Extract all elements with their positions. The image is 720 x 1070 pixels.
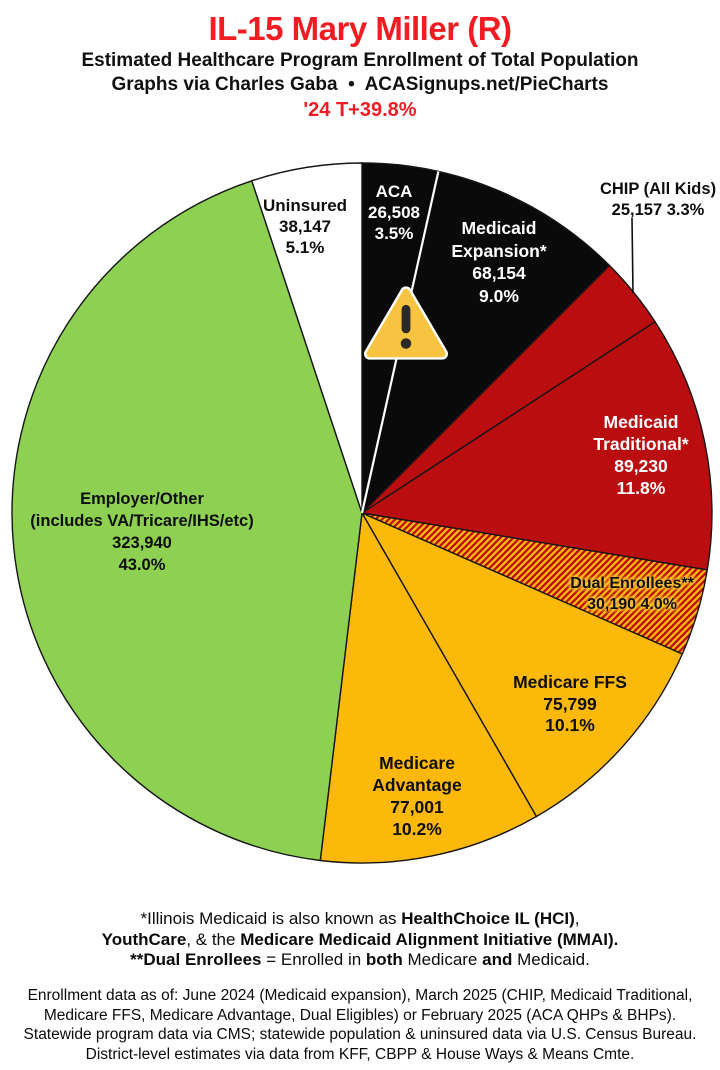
slice-label-chip: CHIP (All Kids) 25,157 3.3% bbox=[600, 179, 716, 221]
label-line: 43.0% bbox=[118, 556, 166, 574]
label-line: 10.1% bbox=[545, 715, 595, 735]
note-segment: both bbox=[365, 950, 403, 969]
label-line: 26,508 bbox=[368, 203, 420, 222]
note-segment: , bbox=[574, 909, 580, 928]
source-line: Enrollment data as of: June 2024 (Medica… bbox=[27, 987, 693, 1004]
footnote-line: YouthCare, & the Medicare Medicaid Align… bbox=[0, 930, 720, 951]
label-line: 89,230 bbox=[614, 456, 668, 476]
label-line: 25,157 3.3% bbox=[611, 201, 705, 219]
pie-slice-employer-other bbox=[11, 179, 363, 862]
credit-line: Graphs via Charles Gaba • ACASignups.net… bbox=[111, 74, 609, 95]
note-segment: YouthCare bbox=[101, 929, 187, 949]
pie-slice-medicaid-traditional bbox=[360, 320, 713, 571]
label-line: 11.8% bbox=[616, 478, 666, 498]
label-line: 323,940 bbox=[112, 534, 172, 552]
exclamation-dot bbox=[400, 338, 412, 349]
page-title: IL-15 Mary Miller (R) bbox=[208, 10, 512, 47]
pie-chart bbox=[11, 162, 713, 864]
note-segment: , & the bbox=[186, 929, 241, 949]
footnotes-block: *Illinois Medicaid is also known as Heal… bbox=[0, 909, 720, 971]
label-line: (includes VA/Tricare/IHS/etc) bbox=[30, 512, 254, 530]
label-line: Medicare FFS bbox=[513, 672, 627, 692]
note-segment: Medicaid. bbox=[512, 950, 590, 969]
pie-slice-medicaid-expansion bbox=[360, 170, 611, 516]
label-line: Medicare bbox=[379, 753, 455, 773]
source-line: Medicare FFS, Medicare Advantage, Dual E… bbox=[43, 1006, 677, 1024]
pie-slice-uninsured bbox=[250, 162, 363, 514]
note-segment: **Dual Enrollees bbox=[130, 950, 262, 969]
subtitle: Estimated Healthcare Program Enrollment … bbox=[81, 50, 639, 71]
label-line: 68,154 bbox=[472, 263, 526, 283]
label-line: Medicaid bbox=[461, 218, 537, 238]
pie-slice-medicare-advantage bbox=[319, 510, 538, 864]
note-segment: and bbox=[482, 950, 513, 969]
slice-label-medicare-ffs: Medicare FFS 75,799 10.1% bbox=[513, 672, 627, 737]
label-line: 3.5% bbox=[374, 224, 414, 243]
source-line: District-level estimates via data from K… bbox=[85, 1045, 635, 1063]
label-line: Uninsured bbox=[262, 196, 348, 215]
slice-label-medicaid-expansion: Medicaid Expansion* 68,154 9.0% bbox=[451, 217, 546, 307]
label-line: Traditional* bbox=[593, 434, 689, 454]
label-line: CHIP (All Kids) bbox=[599, 180, 717, 198]
note-segment: *Illinois Medicaid is also known as bbox=[140, 909, 402, 928]
label-line: 77,001 bbox=[390, 797, 444, 817]
note-segment: Medicare Medicaid Alignment Initiative (… bbox=[240, 929, 619, 949]
election-margin-note: '24 T+39.8% bbox=[303, 99, 417, 121]
label-line: Expansion* bbox=[451, 240, 547, 261]
label-line: 10.2% bbox=[392, 819, 442, 839]
footnote-line: *Illinois Medicaid is also known as Heal… bbox=[0, 909, 720, 930]
slice-label-aca: ACA 26,508 3.5% bbox=[368, 181, 420, 244]
label-line: Dual Enrollees** bbox=[570, 575, 694, 592]
slice-label-medicare-advantage: Medicare Advantage 77,001 10.2% bbox=[372, 752, 461, 840]
label-line: 38,147 bbox=[279, 217, 331, 236]
label-line: ACA bbox=[375, 182, 413, 201]
footnote-line: **Dual Enrollees = Enrolled in both Medi… bbox=[0, 950, 720, 971]
pie-slice-medicare-ffs bbox=[360, 511, 684, 818]
source-block: Enrollment data as of: June 2024 (Medica… bbox=[0, 986, 720, 1064]
chip-leader-line bbox=[631, 217, 634, 294]
label-line: 75,799 bbox=[543, 693, 597, 714]
note-segment: = Enrolled in bbox=[261, 950, 366, 969]
label-line: Advantage bbox=[372, 775, 462, 795]
slice-label-uninsured: Uninsured 38,147 5.1% bbox=[263, 195, 347, 258]
warning-icon bbox=[363, 286, 449, 360]
slice-label-dual-enrollees: Dual Enrollees** 30,190 4.0% bbox=[570, 573, 694, 615]
label-line: 9.0% bbox=[479, 285, 519, 306]
slice-label-employer-other: Employer/Other (includes VA/Tricare/IHS/… bbox=[30, 488, 253, 576]
note-segment: HealthChoice IL (HCI) bbox=[401, 909, 575, 928]
label-line: Employer/Other bbox=[80, 490, 204, 508]
source-line: Statewide program data via CMS; statewid… bbox=[23, 1026, 697, 1044]
label-line: 30,190 4.0% bbox=[587, 596, 677, 613]
label-line: 5.1% bbox=[285, 238, 325, 257]
label-line: Medicaid bbox=[603, 412, 679, 432]
exclamation-bar bbox=[401, 304, 411, 334]
slice-label-medicaid-traditional: Medicaid Traditional* 89,230 11.8% bbox=[593, 411, 688, 499]
note-segment: Medicare bbox=[402, 950, 483, 969]
